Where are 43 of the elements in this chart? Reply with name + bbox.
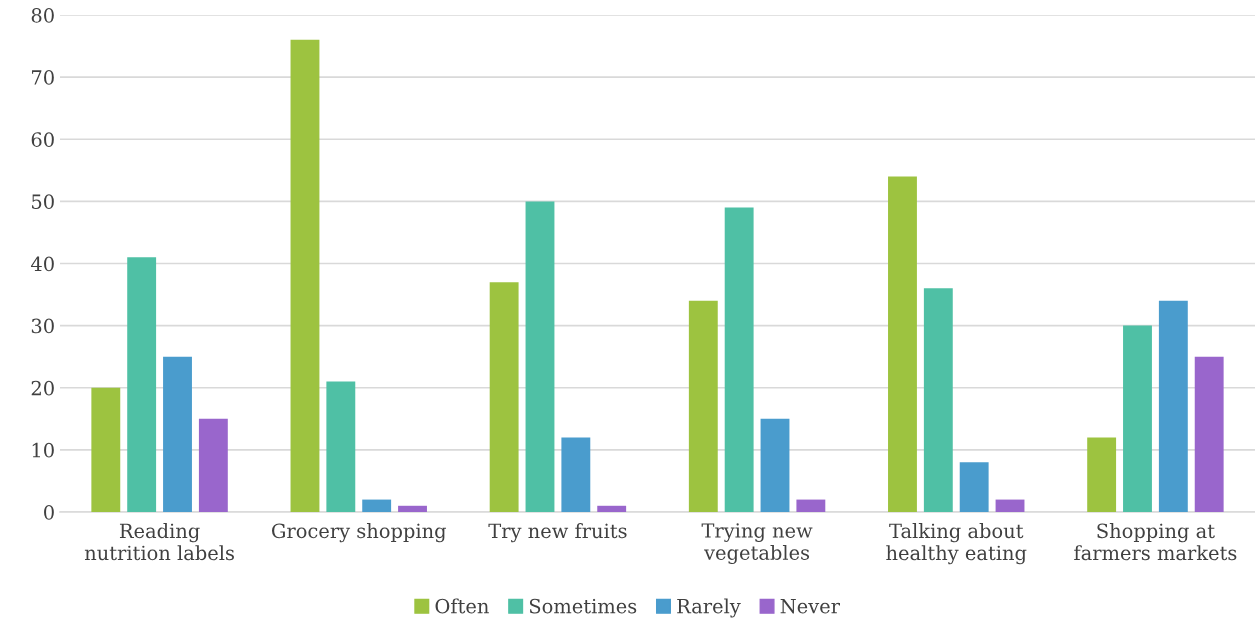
bar xyxy=(888,176,917,512)
y-tick-label: 80 xyxy=(31,7,54,23)
bar xyxy=(398,505,427,512)
x-tick-label: Shopping at farmers markets xyxy=(1074,523,1237,561)
bar xyxy=(1158,300,1188,512)
bar xyxy=(724,207,754,512)
legend-label: Never xyxy=(780,599,841,614)
y-tick-label: 0 xyxy=(44,504,54,520)
bar xyxy=(326,381,356,512)
x-tick-label: Try new fruits xyxy=(488,523,627,543)
y-tick-label: 40 xyxy=(30,256,54,272)
bar xyxy=(1123,325,1152,512)
x-tick-label: Trying new vegetables xyxy=(701,523,813,564)
bar xyxy=(127,257,157,512)
bar xyxy=(760,418,790,512)
bar xyxy=(91,387,121,512)
bar xyxy=(923,288,953,512)
bar xyxy=(995,499,1025,512)
legend-label: Rarely xyxy=(677,598,741,618)
y-tick-label: 70 xyxy=(32,70,54,85)
bar xyxy=(489,282,519,512)
bar xyxy=(959,462,989,512)
bar xyxy=(561,437,591,512)
bar xyxy=(525,201,555,512)
bar xyxy=(1087,437,1117,512)
bar xyxy=(796,499,826,512)
bar xyxy=(290,39,320,512)
y-tick-label: 30 xyxy=(31,318,54,334)
y-tick-label: 20 xyxy=(31,380,54,396)
bar xyxy=(688,300,718,512)
x-tick-label: Grocery shopping xyxy=(272,523,447,543)
y-tick-label: 10 xyxy=(32,442,54,458)
x-tick-label: Reading nutrition labels xyxy=(84,523,234,561)
bar xyxy=(597,505,627,512)
bar xyxy=(1194,356,1224,512)
bar xyxy=(163,356,192,512)
legend-label: Often xyxy=(435,598,489,614)
bar xyxy=(362,499,392,512)
bar xyxy=(198,418,228,512)
y-tick-label: 60 xyxy=(31,132,54,147)
x-tick-label: Talking about healthy eating xyxy=(886,523,1027,565)
legend-label: Sometimes xyxy=(529,598,637,614)
y-tick-label: 50 xyxy=(32,194,54,210)
